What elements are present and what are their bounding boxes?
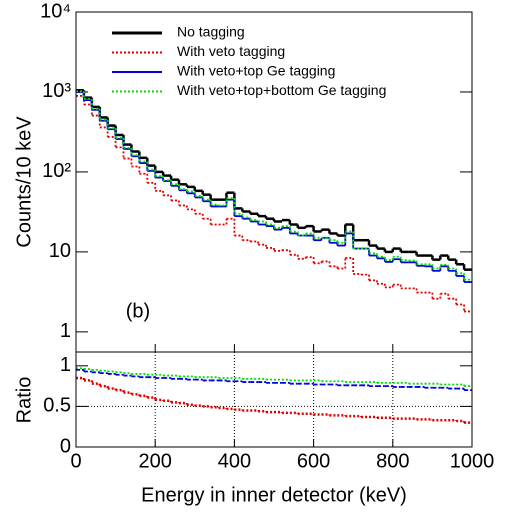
histogram-riser [83,368,465,387]
histogram-riser [82,377,466,423]
legend-label: No tagging [177,24,245,40]
x-tick-label: 800 [376,450,409,472]
plot-frame [75,351,473,448]
x-axis-label: Energy in inner detector (keV) [141,484,407,506]
y-tick-label: 1 [60,320,71,342]
y-axis-label: Counts/10 keV [13,116,35,248]
legend-label: With veto+top Ge tagging [177,63,335,79]
y-tick-label: 10 [49,240,71,262]
y-tick-label: 10⁴ [40,0,71,22]
y-tick-label: 0 [60,435,71,457]
x-tick-label: 200 [139,450,172,472]
y-tick-label: 1 [60,354,71,376]
y-tick-label: 10² [42,160,71,182]
ratio-axis-label: Ratio [13,377,35,424]
x-tick-label: 400 [218,450,251,472]
x-tick-label: 600 [297,450,330,472]
y-tick-label: 10³ [42,80,71,102]
legend-label: With veto tagging [177,43,285,59]
annotation: (b) [126,300,150,322]
x-tick-label: 1000 [450,450,495,472]
legend-label: With veto+top+bottom Ge tagging [177,82,386,98]
histogram-riser [83,369,465,391]
y-tick-label: 0.5 [43,395,71,417]
x-tick-label: 0 [70,450,81,472]
histogram-riser [83,91,465,280]
